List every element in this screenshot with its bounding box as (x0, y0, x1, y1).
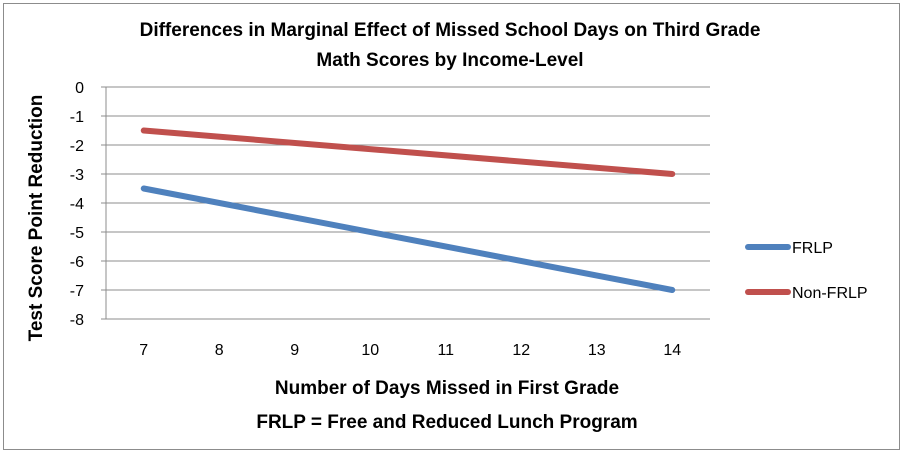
x-tick-label: 7 (139, 342, 148, 359)
y-tick-label: -3 (70, 167, 84, 184)
y-tick-label: -4 (70, 196, 84, 213)
x-tick-label: 12 (512, 342, 530, 359)
y-tick-label: -7 (70, 283, 84, 300)
legend: FRLP Non-FRLP (745, 240, 868, 302)
chart-frame (3, 3, 900, 450)
x-tick-labels: 7 8 9 10 11 12 13 14 (139, 342, 681, 359)
legend-label-frlp: FRLP (792, 240, 833, 257)
x-tick-label: 13 (588, 342, 606, 359)
y-tick-label: -2 (70, 138, 84, 155)
chart-title-line-1: Differences in Marginal Effect of Missed… (140, 20, 761, 41)
x-axis-note: FRLP = Free and Reduced Lunch Program (256, 412, 637, 433)
x-tick-label: 11 (437, 342, 454, 359)
series-line-non-frlp (140, 127, 676, 177)
x-axis-title: Number of Days Missed in First Grade (275, 378, 619, 399)
series-lines (140, 127, 676, 293)
legend-label-non-frlp: Non-FRLP (792, 285, 868, 302)
y-tick-label: -1 (70, 109, 84, 126)
x-tick-label: 9 (290, 342, 299, 359)
y-tick-labels: 0 -1 -2 -3 -4 -5 -6 -7 -8 (70, 80, 84, 329)
x-tick-label: 10 (361, 342, 379, 359)
x-tick-label: 14 (663, 342, 681, 359)
series-line-frlp (140, 185, 676, 293)
y-tick-label: -6 (70, 254, 84, 271)
gridlines (101, 86, 710, 320)
x-tick-label: 8 (215, 342, 224, 359)
y-tick-label: 0 (75, 80, 84, 97)
y-tick-label: -5 (70, 225, 84, 242)
y-tick-label: -8 (70, 312, 84, 329)
y-axis-title: Test Score Point Reduction (26, 95, 47, 342)
chart-title-line-2: Math Scores by Income-Level (316, 50, 583, 71)
